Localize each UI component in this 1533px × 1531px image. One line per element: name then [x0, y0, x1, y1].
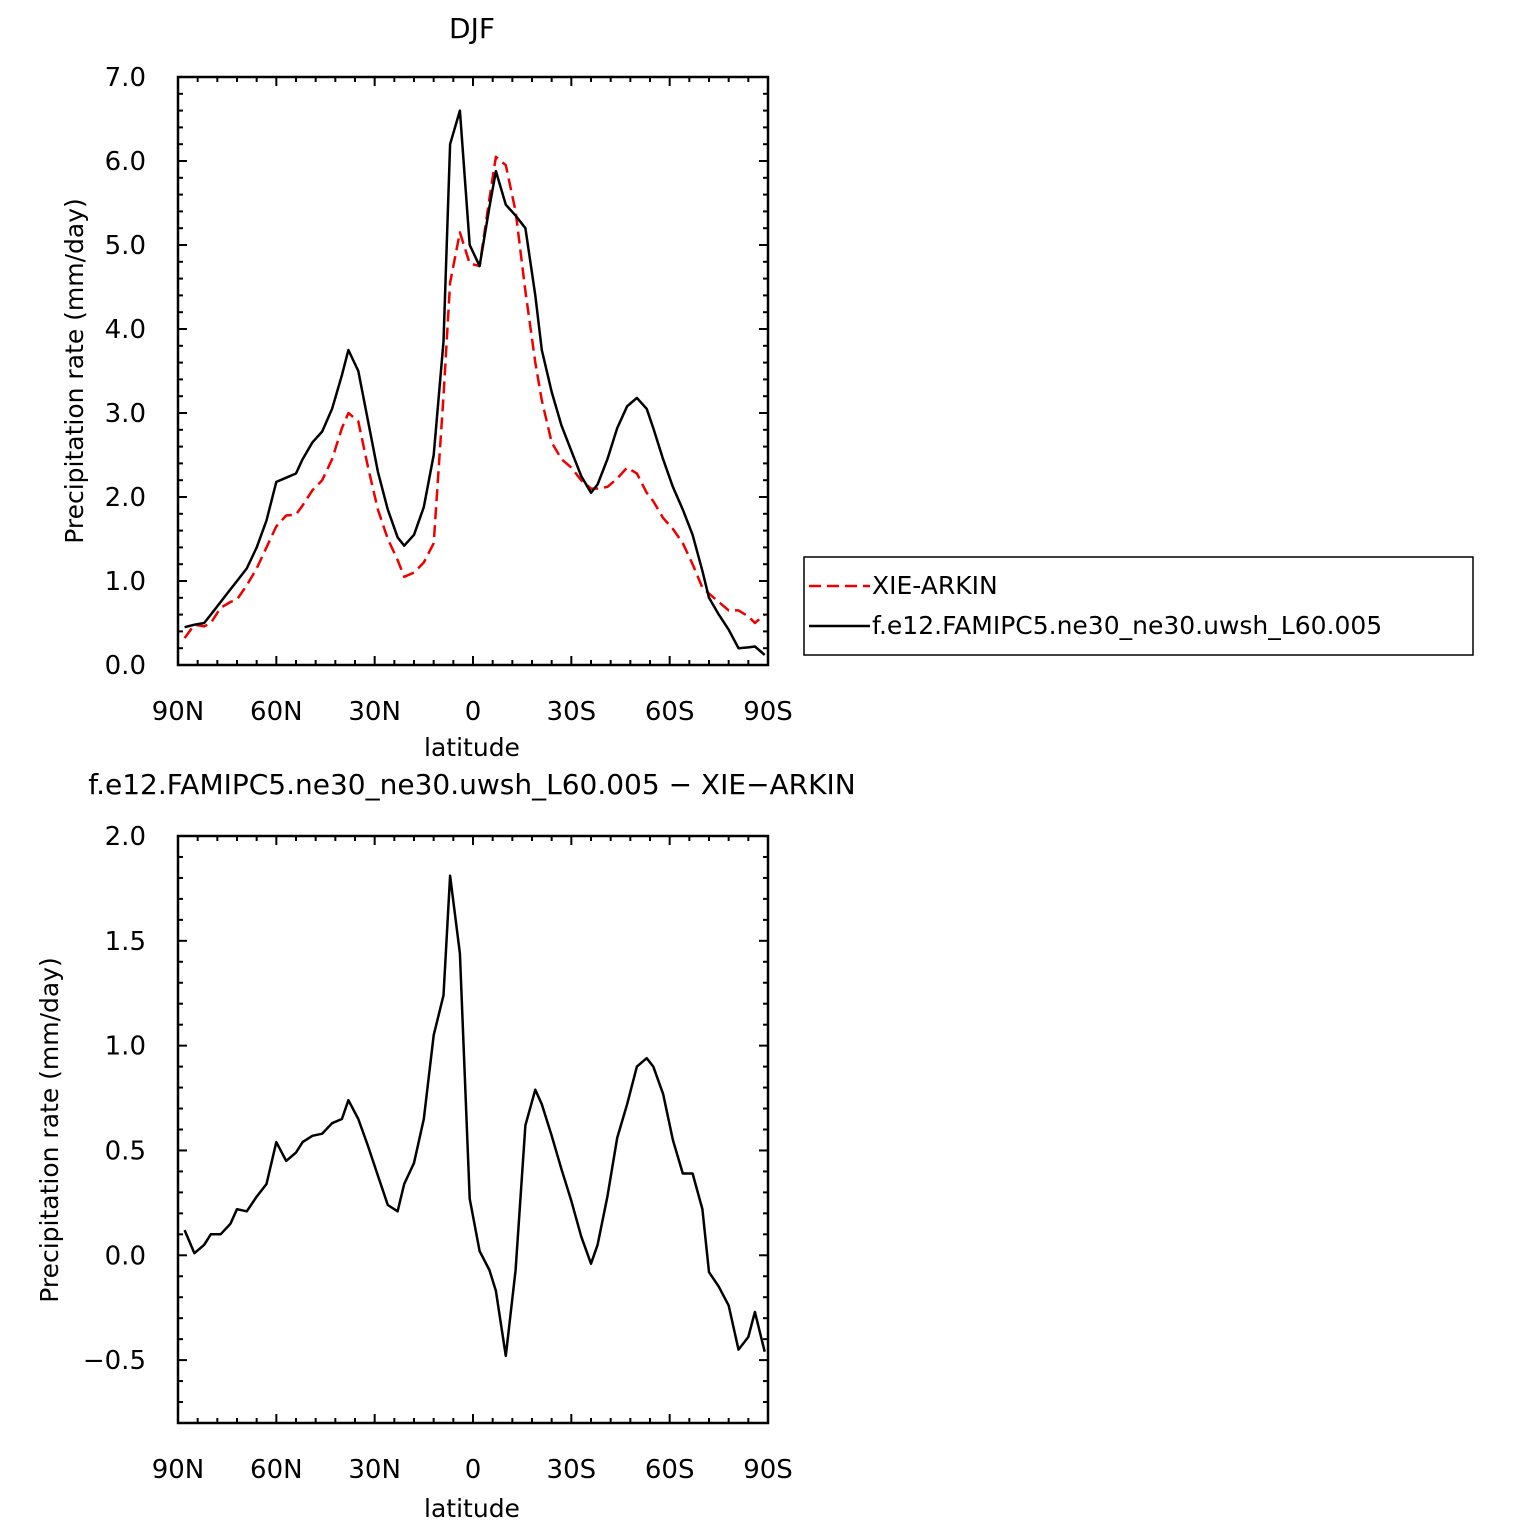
x-tick-label: 30S	[547, 697, 597, 727]
y-tick-label: 5.0	[105, 231, 146, 261]
series-layer	[183, 109, 766, 656]
legend-label-xie-arkin: XIE-ARKIN	[872, 571, 998, 600]
x-tick-label: 60N	[250, 1455, 303, 1485]
difference-panel: f.e12.FAMIPC5.ne30_ne30.uwsh_L60.005 − X…	[35, 768, 856, 1523]
x-tick-label: 30N	[348, 1455, 401, 1485]
x-tick-label: 90N	[152, 697, 205, 727]
series-line-f-e12-famipc5-ne30-ne30-uwsh-l60-005	[184, 109, 766, 656]
y-tick-label: 4.0	[105, 315, 146, 345]
axes-layer: 90N 60N 30N 0 30S 60S 90S −0.5 0.0 0.5 1.0 1.5 2.0	[83, 822, 793, 1485]
y-tick-label: 0.5	[105, 1136, 146, 1166]
plot-frame	[176, 75, 770, 667]
x-tick-label: 0	[465, 1455, 482, 1485]
y-axis-label: Precipitation rate (mm/day)	[35, 957, 64, 1303]
series-line-xie-arkin	[183, 155, 766, 639]
axes-layer: 90N 60N 30N 0 30S 60S 90S 0.0 1.0 2.0 3.0 4.0 5.0 6.0…	[105, 63, 793, 727]
series-line-difference	[183, 874, 766, 1358]
y-tick-label: 7.0	[105, 63, 146, 93]
y-tick-label: 6.0	[105, 147, 146, 177]
y-tick-label: 3.0	[105, 399, 146, 429]
precipitation-panel: DJF 90N 60N 30N 0 30S 60S 90S 0.0 1.0 2.0 3.0 4.0 5.…	[60, 12, 1474, 762]
x-axis-label: latitude	[424, 733, 520, 762]
x-tick-label: 60N	[250, 697, 303, 727]
x-tick-label: 90N	[152, 1455, 205, 1485]
series-layer	[183, 874, 766, 1358]
y-tick-label: 1.5	[105, 927, 146, 957]
legend-label-model: f.e12.FAMIPC5.ne30_ne30.uwsh_L60.005	[872, 611, 1382, 640]
y-tick-label: 2.0	[105, 822, 146, 852]
plot-frame	[176, 834, 770, 1425]
chart-title: DJF	[449, 12, 495, 45]
x-tick-label: 30N	[348, 697, 401, 727]
y-axis-label: Precipitation rate (mm/day)	[60, 198, 89, 544]
x-tick-label: 90S	[743, 1455, 793, 1485]
y-tick-label: −0.5	[83, 1346, 146, 1376]
y-tick-label: 1.0	[105, 1032, 146, 1062]
x-axis-label: latitude	[424, 1494, 520, 1523]
x-tick-label: 90S	[743, 697, 793, 727]
y-tick-label: 2.0	[105, 483, 146, 513]
chart-title: f.e12.FAMIPC5.ne30_ne30.uwsh_L60.005 − X…	[88, 768, 855, 801]
x-tick-label: 0	[465, 697, 482, 727]
y-tick-label: 0.0	[105, 1241, 146, 1271]
x-tick-label: 60S	[645, 697, 695, 727]
legend-box	[803, 556, 1474, 656]
x-tick-label: 60S	[645, 1455, 695, 1485]
y-tick-label: 1.0	[105, 567, 146, 597]
x-tick-label: 30S	[547, 1455, 597, 1485]
legend: XIE-ARKIN f.e12.FAMIPC5.ne30_ne30.uwsh_L…	[803, 556, 1474, 656]
y-tick-label: 0.0	[105, 651, 146, 681]
